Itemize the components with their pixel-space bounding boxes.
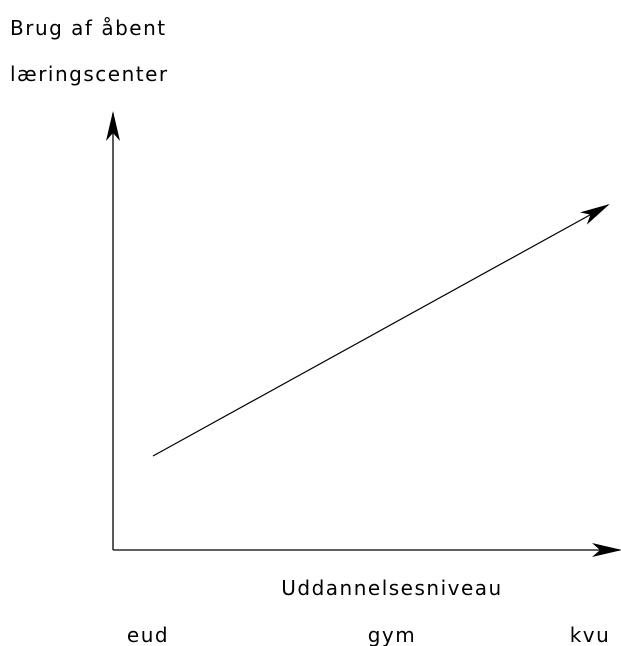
category-label: eud: [127, 623, 169, 646]
y-axis-label: læringscenter: [10, 62, 169, 86]
category-label: gym: [368, 623, 417, 646]
y-axis-label: Brug af åbent: [10, 16, 167, 40]
trend-arrow: [152, 204, 610, 457]
x-axis-label: Uddannelsesniveau: [281, 576, 502, 600]
category-label: kvu: [570, 623, 611, 646]
